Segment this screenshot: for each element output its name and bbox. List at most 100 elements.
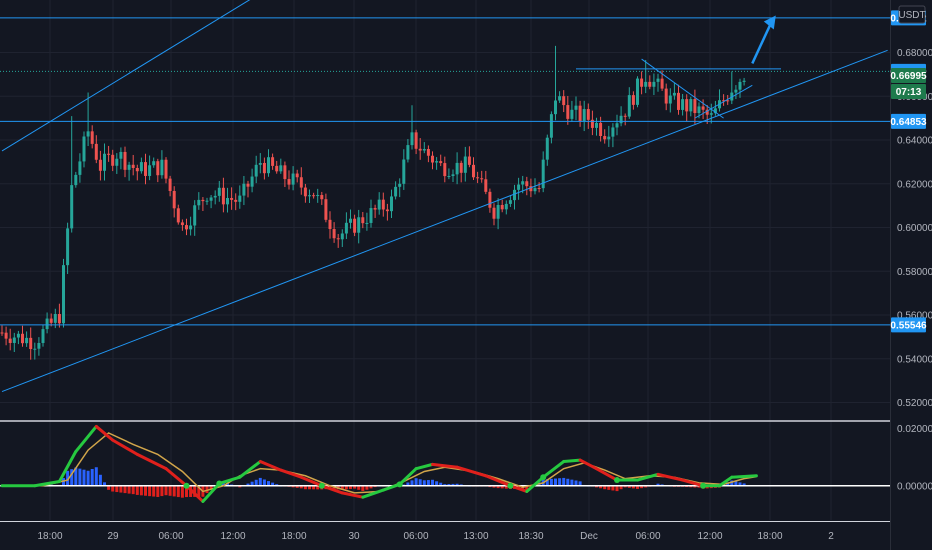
macd-cross-dot: [318, 482, 325, 489]
time-tick-label: 29: [107, 531, 119, 542]
macd-line-segment: [361, 488, 385, 499]
candle-body: [513, 189, 516, 201]
candle-body: [131, 164, 135, 168]
macd-histogram-bar: [549, 478, 553, 486]
candle-body: [98, 159, 102, 171]
candle-body: [422, 149, 426, 151]
candle-body: [201, 199, 205, 202]
candle-body: [648, 81, 652, 87]
macd-histogram-bar: [82, 469, 86, 486]
candle-body: [451, 174, 455, 177]
time-tick-label: 18:00: [37, 531, 62, 542]
candle-body: [439, 161, 443, 164]
macd-histogram-bar: [103, 482, 106, 486]
candle-body: [21, 333, 24, 344]
macd-line-segment: [681, 478, 705, 488]
candle-body: [25, 337, 29, 344]
triangle-pattern-line[interactable]: [641, 58, 724, 119]
macd-histogram-bar: [656, 483, 660, 486]
candle-body: [279, 165, 283, 172]
candle-body: [180, 222, 184, 226]
candle-body: [668, 95, 672, 104]
macd-pane[interactable]: [0, 424, 890, 503]
price-axis[interactable]: 0.680000.660000.640000.620000.600000.580…: [897, 48, 932, 409]
candle-body: [529, 186, 533, 192]
candle-body: [267, 157, 270, 174]
macd-histogram-bar: [636, 485, 639, 489]
candle-body: [472, 164, 475, 178]
candle-body: [299, 177, 303, 188]
macd-line-segment: [484, 474, 512, 488]
macd-line-segment: [431, 462, 459, 469]
candle-body: [689, 99, 693, 112]
candle-body: [373, 208, 377, 210]
bullish-arrow-shaft[interactable]: [751, 22, 772, 64]
macd-line-segment: [94, 424, 115, 442]
lower-channel-line[interactable]: [1, 49, 888, 393]
macd-histogram-bar: [176, 485, 180, 498]
candle-body: [242, 183, 246, 196]
macd-histogram-bar: [418, 479, 422, 486]
macd-histogram-bar: [312, 485, 316, 490]
macd-histogram-bar: [226, 483, 229, 486]
candle-body: [652, 81, 656, 87]
candle-body: [103, 153, 106, 171]
candle-body: [217, 187, 221, 196]
triangle-pattern-line[interactable]: [694, 84, 753, 119]
macd-histogram-bar: [90, 469, 94, 486]
candle-body: [160, 159, 164, 176]
price-tick-label: 0.60000: [897, 223, 932, 234]
time-tick-label: 18:30: [518, 531, 543, 542]
macd-cross-dot: [216, 480, 223, 487]
candle-body: [168, 178, 172, 191]
time-axis[interactable]: 18:00 29 06:00 12:00 18:00 30 06:00 13:00 18:30 D…: [37, 531, 834, 542]
candle-body: [693, 99, 697, 114]
candle-body: [418, 148, 422, 151]
candle-body: [549, 114, 553, 138]
upper-channel-line[interactable]: [1, 0, 486, 152]
bullish-arrow-head-icon[interactable]: [763, 15, 776, 30]
time-tick-label: 13:00: [463, 531, 488, 542]
macd-histogram-bar: [554, 478, 557, 486]
macd-line-segment: [730, 474, 758, 479]
price-tag-box: [891, 67, 926, 83]
macd-line-segment: [185, 484, 205, 503]
candle-body: [365, 222, 369, 224]
macd-histogram-bar: [74, 467, 78, 486]
time-tick-label: 18:00: [757, 531, 782, 542]
candle-body: [517, 184, 521, 190]
candle-body: [447, 176, 451, 178]
drawing-tools[interactable]: [0, 0, 890, 393]
macd-histogram-bar: [295, 485, 299, 488]
candle-body: [119, 151, 123, 159]
macd-line-segment: [164, 467, 188, 488]
macd-histogram-bar: [726, 482, 730, 486]
candle-body: [533, 188, 537, 192]
candle-body: [554, 100, 557, 115]
macd-histogram-bar: [209, 485, 213, 490]
macd-histogram-bar: [66, 470, 70, 486]
macd-histogram-bar: [275, 484, 279, 486]
candle-body: [672, 92, 676, 96]
candle-body: [656, 78, 660, 82]
macd-histogram-bar: [406, 482, 410, 486]
candle-body: [394, 186, 398, 197]
candle-body: [713, 108, 717, 114]
currency-badge[interactable]: USDT: [898, 5, 926, 24]
candle-body: [603, 136, 607, 140]
candle-body: [508, 200, 512, 204]
macd-histogram-bar: [267, 481, 270, 486]
price-tick-label: 0.52000: [897, 398, 932, 409]
price-tag-label: 0.66995: [890, 71, 927, 82]
macd-histogram-bar: [238, 485, 242, 488]
macd-histogram-bar: [250, 481, 254, 486]
price-tick-label: 0.62000: [897, 179, 932, 190]
macd-histogram-bar: [160, 485, 164, 497]
candle-body: [586, 109, 590, 120]
macd-axis[interactable]: 0.02000 0.00000: [897, 424, 932, 492]
macd-histogram-bar: [197, 485, 201, 497]
price-pane[interactable]: [0, 45, 746, 360]
macd-line-segment: [455, 465, 488, 478]
candle-body: [566, 105, 570, 119]
